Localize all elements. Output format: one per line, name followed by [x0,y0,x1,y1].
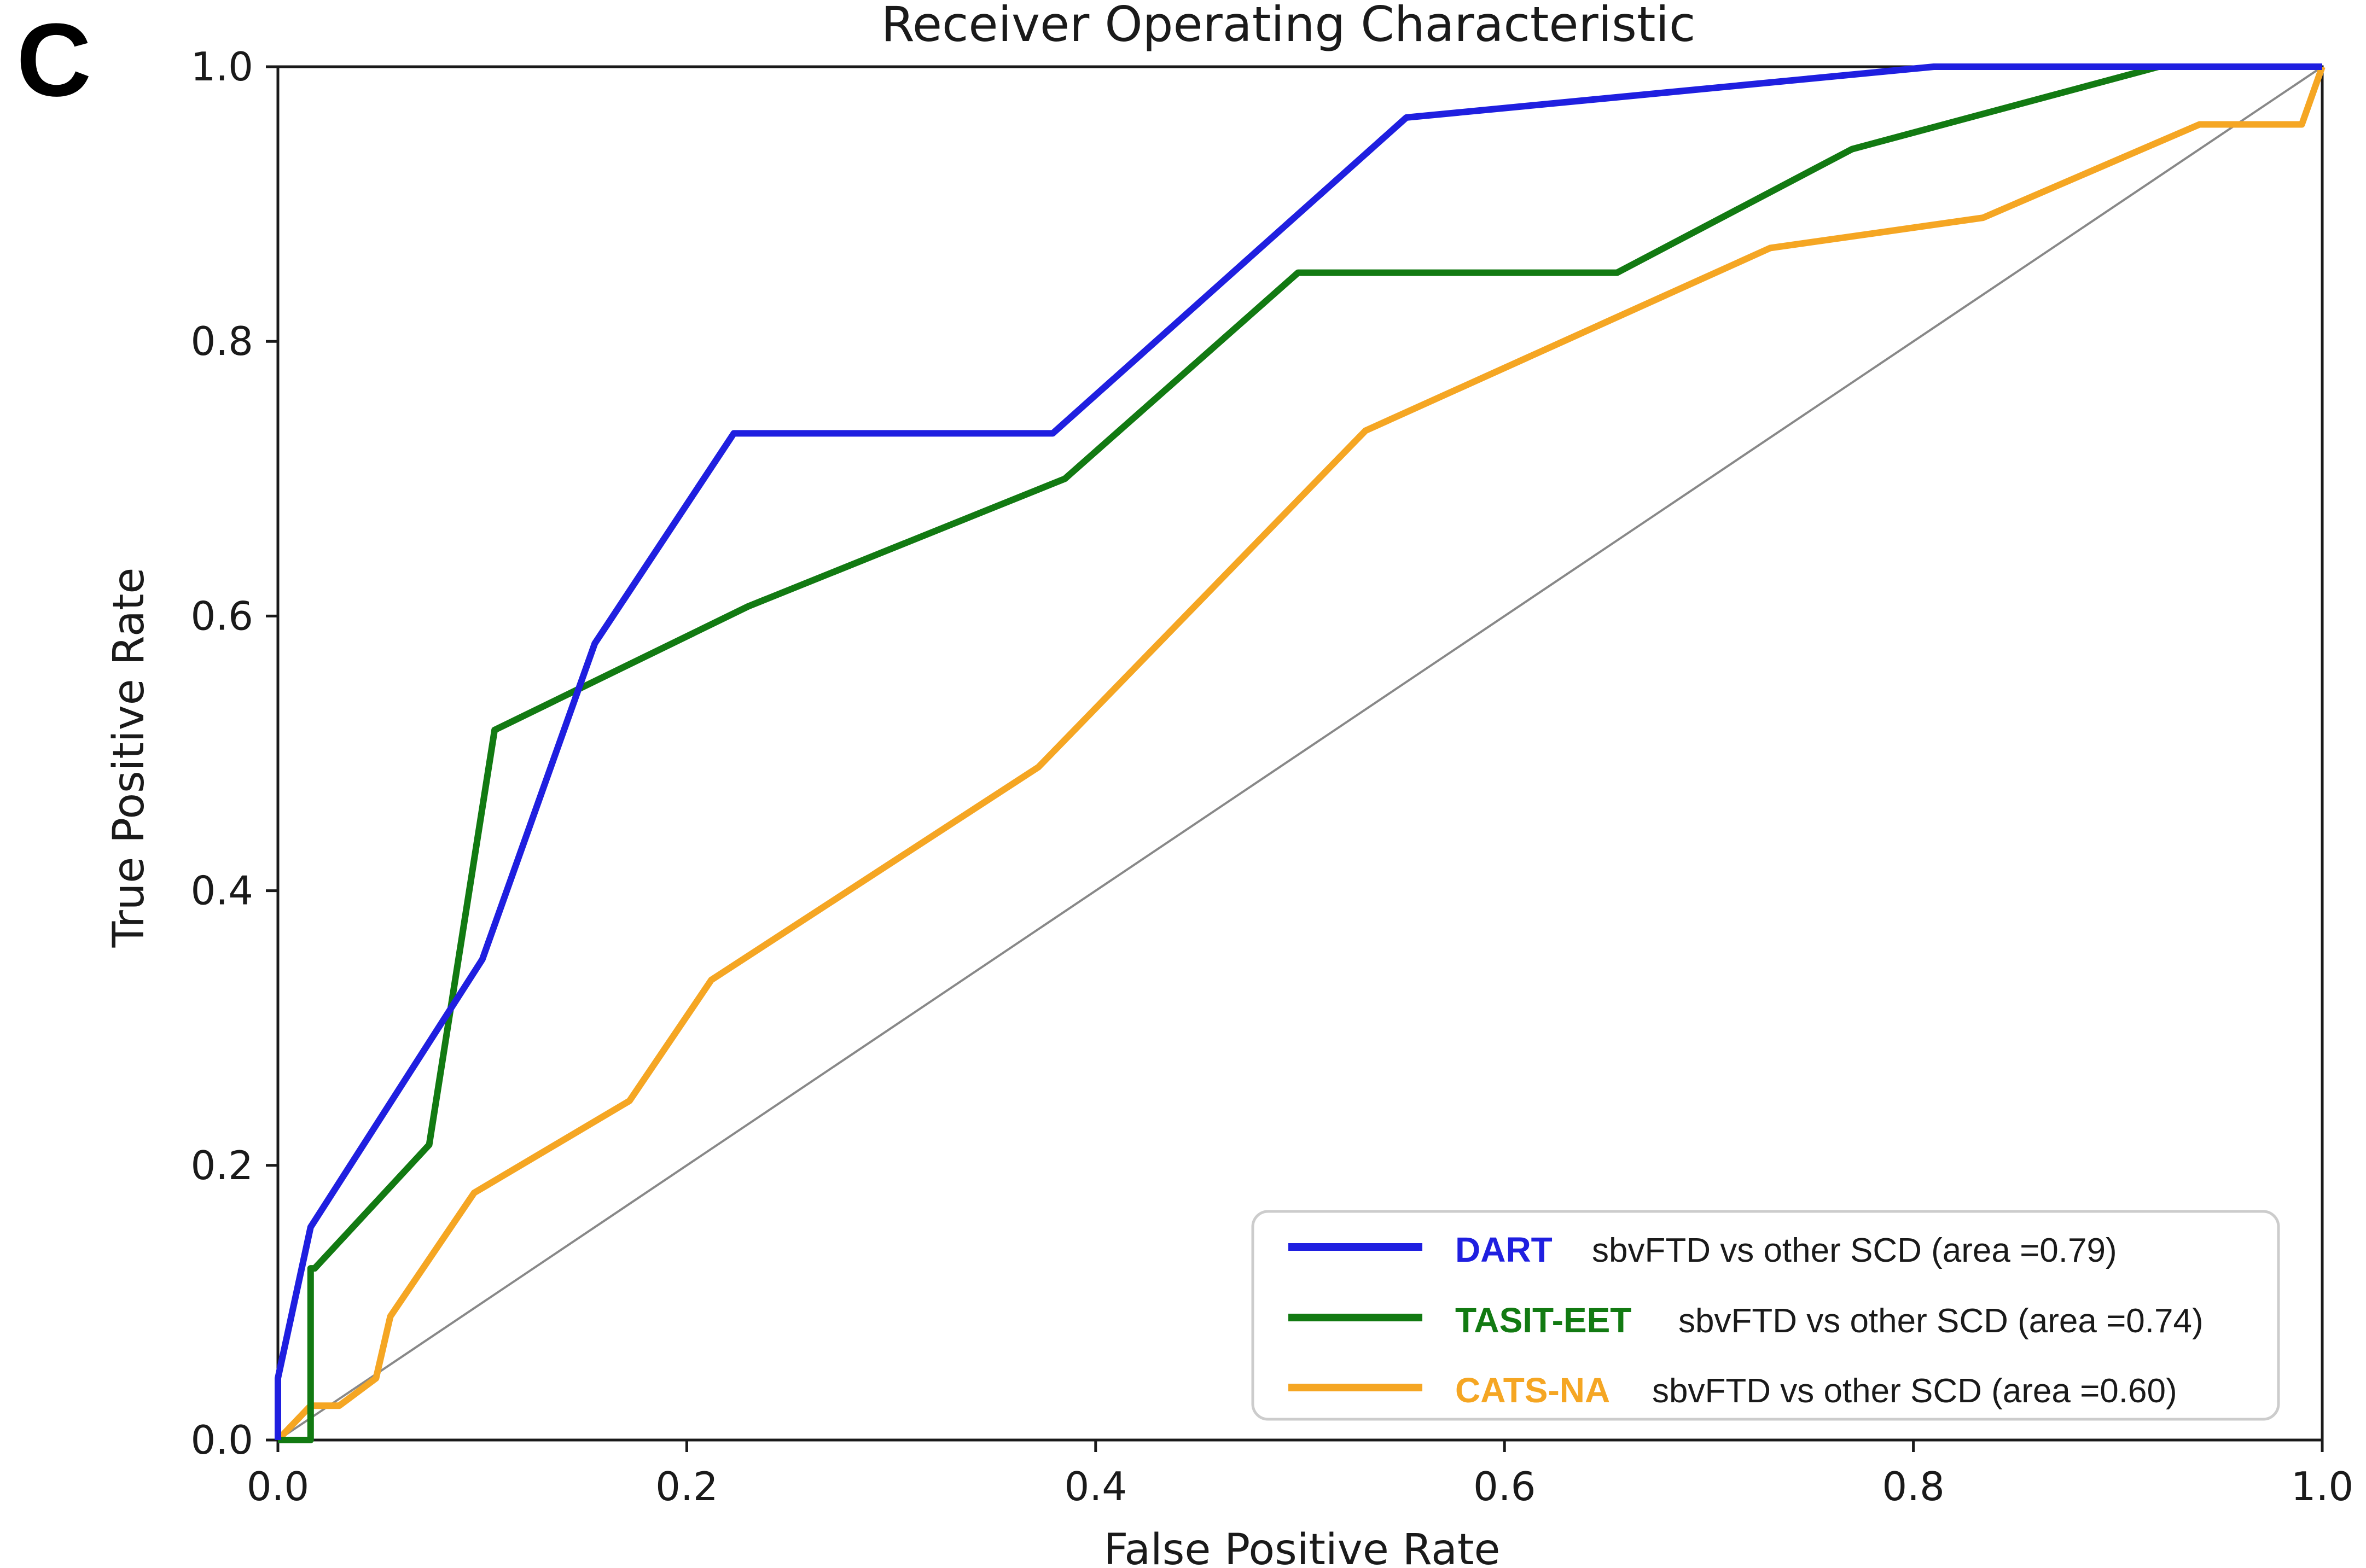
y-tick-label: 0.6 [190,593,253,639]
series-line-tasit-eet [278,63,2322,1443]
y-tick-label: 0.4 [190,868,253,914]
x-tick-label: 0.0 [247,1464,310,1509]
y-tick-label: 0.2 [190,1143,253,1188]
y-tick-label: 0.0 [190,1417,253,1463]
series-line-dart [275,63,2322,1440]
chart-title: Receiver Operating Characteristic [881,0,1696,53]
panel-letter: C [16,2,91,118]
series-line-cats-na [275,65,2326,1443]
legend-desc-tasit-eet: sbvFTD vs other SCD (area =0.74) [1678,1302,2204,1340]
y-tick-label: 0.8 [190,318,253,364]
x-tick-label: 0.4 [1065,1464,1127,1509]
plot-area: 0.0 0.2 0.4 0.6 0.8 1.0 0.0 0.2 0.4 0.6 0.8 1.0 [190,44,2353,1509]
legend: DART sbvFTD vs other SCD (area =0.79) TASI… [1251,1210,2280,1421]
legend-name-cats-na: CATS-NA [1455,1371,1610,1410]
y-axis-label: True Positive Rate [104,568,154,948]
x-tick-label: 0.8 [1882,1464,1945,1509]
legend-box [1251,1210,2280,1421]
x-axis-label: False Positive Rate [1104,1525,1501,1568]
legend-desc-cats-na: sbvFTD vs other SCD (area =0.60) [1652,1372,2177,1410]
x-tick-label: 0.6 [1473,1464,1536,1509]
legend-name-tasit-eet: TASIT-EET [1455,1301,1631,1340]
legend-desc-dart: sbvFTD vs other SCD (area =0.79) [1592,1232,2117,1269]
chance-reference-line [277,66,2323,1441]
axes-frame [276,65,2324,1442]
y-tick-label: 1.0 [190,44,253,90]
x-tick-label: 1.0 [2291,1464,2354,1509]
legend-name-dart: DART [1455,1230,1553,1269]
x-tick-label: 0.2 [655,1464,718,1509]
